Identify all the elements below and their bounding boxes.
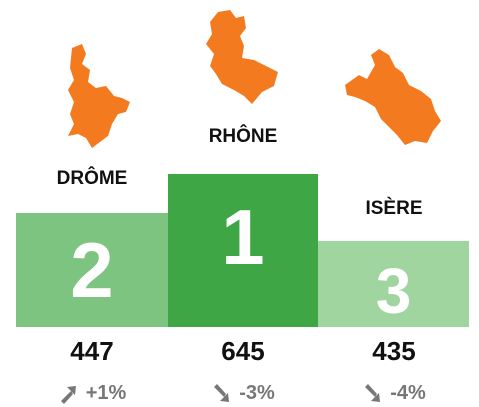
name: DRÔME [56, 168, 128, 189]
name: ISÈRE [365, 198, 423, 219]
value: 447 [70, 336, 114, 366]
change: -3% [167, 382, 319, 405]
rank: 3 [375, 255, 412, 327]
name: RHÔNE [208, 126, 278, 147]
arrow-down [365, 383, 381, 402]
podium-block: 3 [318, 241, 469, 327]
drome-map [68, 44, 130, 148]
change-text: -4% [390, 382, 426, 404]
arrow-down [214, 383, 230, 402]
change-text: -3% [239, 382, 275, 404]
change-text: +1% [85, 382, 127, 404]
rank: 2 [70, 226, 114, 314]
arrow-up [60, 385, 76, 404]
rhone-map [206, 10, 278, 104]
value: 645 [221, 336, 265, 366]
podium-block: 1 [168, 174, 318, 327]
value: 435 [372, 336, 416, 366]
rank: 1 [221, 192, 265, 281]
isere-map [345, 49, 441, 145]
change: +1% [16, 382, 168, 405]
change: -4% [318, 382, 470, 405]
podium-block: 2 [16, 213, 168, 327]
